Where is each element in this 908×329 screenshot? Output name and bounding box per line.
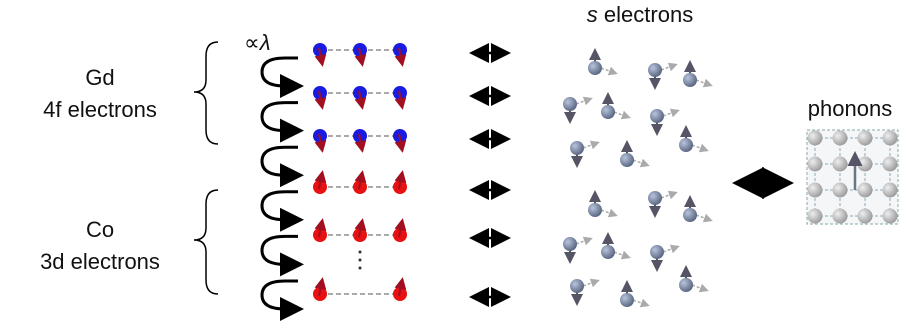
lattice-atom <box>808 209 823 224</box>
s-electron <box>620 153 634 167</box>
exchange-arrow <box>262 236 298 264</box>
gray-arrow <box>633 300 647 305</box>
gray-arrow <box>692 285 706 290</box>
s-electron <box>588 61 602 75</box>
s-electron <box>648 63 662 77</box>
lattice-atom <box>833 157 848 172</box>
s-electron <box>650 245 664 259</box>
gray-arrow <box>576 99 590 104</box>
lattice-atom <box>833 209 848 224</box>
exchange-arrow <box>262 103 298 131</box>
gray-arrow <box>576 239 590 244</box>
brace <box>194 190 218 294</box>
gray-arrow <box>692 145 706 150</box>
ellipsis-dot <box>359 259 362 262</box>
lattice-atom <box>808 131 823 146</box>
s-letter: s <box>587 2 598 27</box>
gray-arrow <box>614 112 628 117</box>
s-electron <box>563 97 577 111</box>
lattice-atom <box>808 157 823 172</box>
gray-arrow <box>614 252 628 257</box>
s-electron <box>601 105 615 119</box>
gray-arrow <box>663 111 677 116</box>
lattice-atom <box>858 157 873 172</box>
exchange-arrow <box>262 147 298 175</box>
graphics <box>262 43 898 309</box>
s-electron <box>679 278 693 292</box>
group-element: Gd <box>85 65 114 90</box>
lattice-atom <box>808 183 823 198</box>
gray-arrow <box>583 143 597 148</box>
s-text: electrons <box>604 2 693 27</box>
diagram: Gd 4f electrons Co 3d electrons ∝λ s ele… <box>0 0 908 324</box>
gray-arrow <box>601 68 615 73</box>
lattice-frame <box>807 130 898 224</box>
gray-arrow <box>583 281 597 286</box>
proportional: ∝ <box>244 30 260 55</box>
s-electron <box>683 208 697 222</box>
exchange-arrow <box>262 192 298 220</box>
s-electron <box>588 203 602 217</box>
s-electron <box>683 73 697 87</box>
lattice-atom <box>883 131 898 146</box>
gray-arrow <box>633 160 647 165</box>
exchange-arrow <box>262 58 298 86</box>
gray-arrow <box>601 210 615 215</box>
s-electron <box>563 237 577 251</box>
gray-arrow <box>696 215 710 220</box>
lattice-atom <box>883 209 898 224</box>
exchange-arrow <box>262 281 298 309</box>
gray-arrow <box>696 80 710 85</box>
s-electron <box>679 138 693 152</box>
group-electrons: 3d electrons <box>40 249 160 274</box>
lattice-atom <box>833 131 848 146</box>
lattice-atom <box>833 183 848 198</box>
gray-arrow <box>661 65 675 70</box>
brace <box>194 42 218 144</box>
s-electrons-label: s electrons <box>587 2 693 27</box>
lattice-atom <box>858 209 873 224</box>
phonons-label: phonons <box>808 96 892 121</box>
lattice-atom <box>858 131 873 146</box>
s-electron <box>601 245 615 259</box>
gray-arrow <box>663 247 677 252</box>
ellipsis-dot <box>359 267 362 270</box>
s-electron <box>570 141 584 155</box>
group-electrons: 4f electrons <box>43 97 157 122</box>
lattice-atom <box>883 157 898 172</box>
ellipsis-dot <box>359 251 362 254</box>
lattice-atom <box>883 183 898 198</box>
s-electron <box>648 191 662 205</box>
coupling-label: ∝λ <box>244 30 271 55</box>
s-electron <box>620 293 634 307</box>
lattice-atom <box>858 183 873 198</box>
s-electron <box>650 109 664 123</box>
lambda: λ <box>259 30 271 55</box>
gray-arrow <box>661 193 675 198</box>
s-electron <box>570 279 584 293</box>
group-element: Co <box>86 217 114 242</box>
